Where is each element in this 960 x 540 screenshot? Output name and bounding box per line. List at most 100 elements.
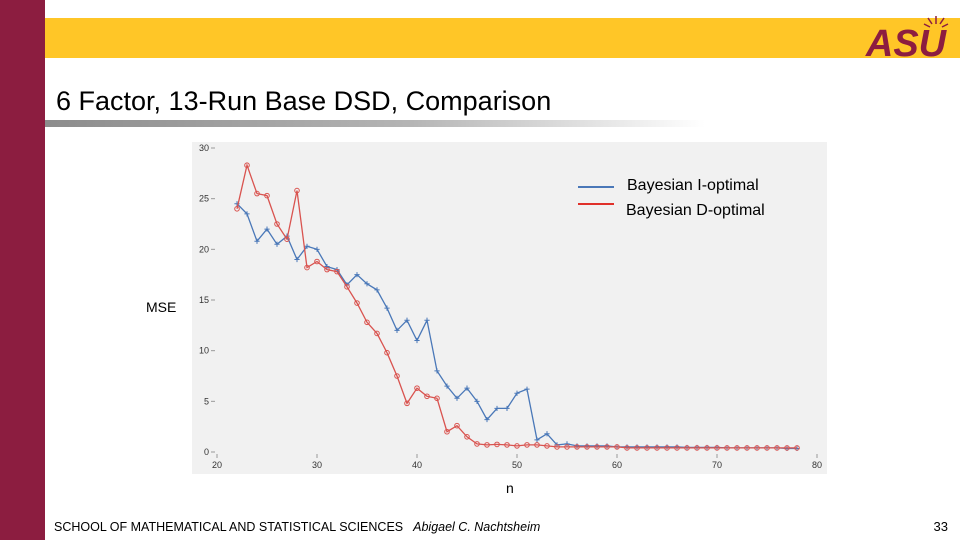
data-point-bayesian-i-optimal bbox=[424, 317, 430, 323]
data-point-bayesian-d-optimal bbox=[584, 444, 590, 450]
data-point-bayesian-i-optimal bbox=[444, 383, 450, 389]
data-point-bayesian-d-optimal bbox=[424, 393, 430, 400]
data-point-bayesian-i-optimal bbox=[404, 317, 410, 323]
data-point-bayesian-d-optimal bbox=[384, 349, 390, 356]
data-point-bayesian-i-optimal bbox=[504, 405, 510, 412]
data-point-bayesian-i-optimal bbox=[494, 405, 500, 412]
x-axis-label: n bbox=[506, 480, 514, 496]
data-point-bayesian-i-optimal bbox=[524, 386, 530, 392]
data-point-bayesian-d-optimal bbox=[504, 442, 510, 448]
data-point-bayesian-d-optimal bbox=[684, 445, 690, 451]
data-point-bayesian-d-optimal bbox=[284, 236, 290, 242]
data-point-bayesian-d-optimal bbox=[464, 434, 470, 440]
x-tick-label: 40 bbox=[412, 460, 422, 470]
data-point-bayesian-d-optimal bbox=[434, 395, 440, 402]
page-number: 33 bbox=[933, 519, 948, 534]
data-point-bayesian-d-optimal bbox=[324, 266, 330, 273]
data-point-bayesian-i-optimal bbox=[264, 226, 270, 232]
data-point-bayesian-d-optimal bbox=[304, 264, 310, 271]
data-point-bayesian-d-optimal bbox=[664, 445, 670, 451]
data-point-bayesian-i-optimal bbox=[484, 416, 490, 423]
footer-author: Abigael C. Nachtsheim bbox=[413, 520, 541, 534]
y-tick-label: 10 bbox=[199, 346, 209, 356]
data-point-bayesian-d-optimal bbox=[344, 284, 350, 290]
data-point-bayesian-i-optimal bbox=[414, 337, 420, 344]
data-point-bayesian-d-optimal bbox=[474, 441, 480, 447]
y-tick-label: 0 bbox=[204, 447, 209, 457]
chart-axes: 0 5 10 15 20 25 30 20 30 40 50 60 70 80 bbox=[199, 143, 822, 470]
data-point-bayesian-d-optimal bbox=[374, 330, 380, 337]
logo-wordmark: ASU bbox=[865, 23, 948, 60]
left-accent-bar bbox=[0, 0, 45, 540]
data-point-bayesian-i-optimal bbox=[364, 281, 370, 287]
title-underline bbox=[45, 120, 705, 127]
data-point-bayesian-d-optimal bbox=[314, 258, 320, 265]
x-tick-label: 60 bbox=[612, 460, 622, 470]
data-point-bayesian-d-optimal bbox=[794, 445, 800, 451]
data-point-bayesian-i-optimal bbox=[324, 263, 330, 270]
legend-label-d-optimal: Bayesian D-optimal bbox=[626, 202, 765, 219]
data-point-bayesian-d-optimal bbox=[564, 444, 570, 450]
data-point-bayesian-d-optimal bbox=[734, 445, 740, 451]
x-tick-label: 70 bbox=[712, 460, 722, 470]
data-point-bayesian-d-optimal bbox=[704, 445, 710, 451]
data-point-bayesian-d-optimal bbox=[714, 445, 720, 451]
data-point-bayesian-d-optimal bbox=[334, 268, 340, 275]
data-point-bayesian-d-optimal bbox=[454, 422, 460, 429]
data-point-bayesian-d-optimal bbox=[604, 444, 610, 450]
data-point-bayesian-i-optimal bbox=[254, 238, 260, 244]
data-point-bayesian-d-optimal bbox=[234, 206, 240, 212]
data-point-bayesian-i-optimal bbox=[384, 305, 390, 311]
chart-series bbox=[234, 162, 800, 452]
x-tick-label: 80 bbox=[812, 460, 822, 470]
data-point-bayesian-d-optimal bbox=[644, 445, 650, 451]
data-point-bayesian-i-optimal bbox=[434, 368, 440, 374]
data-point-bayesian-d-optimal bbox=[744, 445, 750, 451]
data-point-bayesian-d-optimal bbox=[774, 445, 780, 451]
top-accent-band bbox=[45, 18, 960, 58]
data-point-bayesian-d-optimal bbox=[494, 441, 500, 448]
data-point-bayesian-d-optimal bbox=[634, 445, 640, 451]
y-tick-label: 20 bbox=[199, 244, 209, 254]
legend-line-i-optimal bbox=[578, 186, 614, 188]
legend-line-d-optimal bbox=[578, 203, 614, 205]
series-line-bayesian-i-optimal bbox=[236, 203, 797, 450]
data-point-bayesian-d-optimal bbox=[274, 221, 280, 227]
data-point-bayesian-d-optimal bbox=[534, 442, 540, 448]
data-point-bayesian-d-optimal bbox=[764, 445, 770, 451]
data-point-bayesian-d-optimal bbox=[294, 187, 300, 194]
y-tick-label: 25 bbox=[199, 194, 209, 204]
data-point-bayesian-i-optimal bbox=[274, 241, 280, 247]
university-logo: ASU bbox=[865, 16, 949, 60]
data-point-bayesian-i-optimal bbox=[514, 390, 520, 396]
x-tick-label: 50 bbox=[512, 460, 522, 470]
data-point-bayesian-d-optimal bbox=[484, 442, 490, 448]
data-point-bayesian-d-optimal bbox=[244, 162, 250, 169]
data-point-bayesian-d-optimal bbox=[364, 319, 370, 326]
data-point-bayesian-i-optimal bbox=[354, 272, 360, 278]
data-point-bayesian-i-optimal bbox=[294, 256, 300, 263]
data-point-bayesian-i-optimal bbox=[314, 246, 320, 252]
data-point-bayesian-i-optimal bbox=[464, 385, 470, 391]
data-point-bayesian-d-optimal bbox=[544, 443, 550, 449]
data-point-bayesian-d-optimal bbox=[254, 190, 260, 197]
data-point-bayesian-i-optimal bbox=[374, 287, 380, 293]
data-point-bayesian-d-optimal bbox=[554, 444, 560, 450]
legend-label-i-optimal: Bayesian I-optimal bbox=[627, 177, 759, 194]
data-point-bayesian-d-optimal bbox=[394, 373, 400, 379]
data-point-bayesian-d-optimal bbox=[754, 445, 760, 451]
data-point-bayesian-d-optimal bbox=[724, 445, 730, 451]
data-point-bayesian-d-optimal bbox=[404, 400, 410, 407]
data-point-bayesian-i-optimal bbox=[474, 398, 480, 404]
data-point-bayesian-d-optimal bbox=[354, 300, 360, 306]
data-point-bayesian-d-optimal bbox=[574, 444, 580, 450]
y-tick-label: 30 bbox=[199, 143, 209, 153]
data-point-bayesian-d-optimal bbox=[694, 445, 700, 451]
data-point-bayesian-d-optimal bbox=[614, 444, 620, 450]
data-point-bayesian-d-optimal bbox=[594, 444, 600, 450]
data-point-bayesian-d-optimal bbox=[444, 428, 450, 435]
data-point-bayesian-i-optimal bbox=[544, 431, 550, 437]
data-point-bayesian-i-optimal bbox=[454, 395, 460, 401]
data-point-bayesian-i-optimal bbox=[564, 441, 570, 447]
